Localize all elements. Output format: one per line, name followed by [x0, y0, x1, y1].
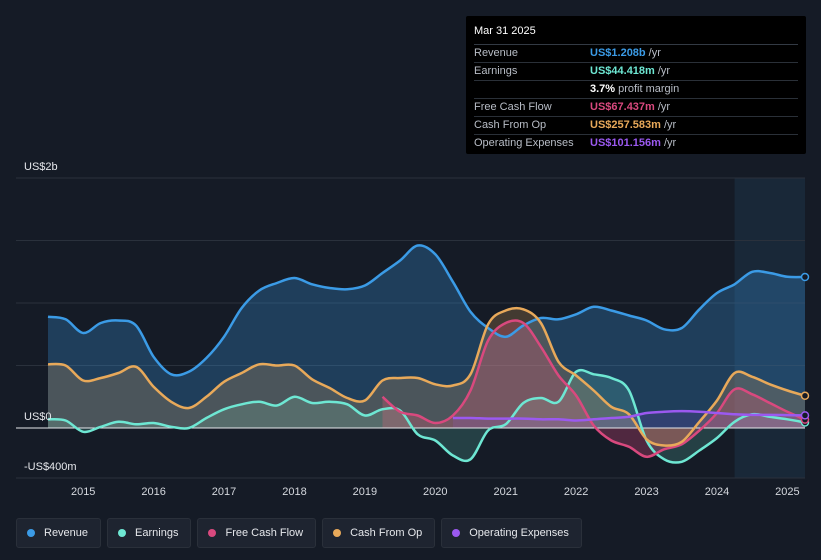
tooltip-row-unit: /yr	[657, 101, 671, 113]
x-tick-label: 2023	[634, 486, 658, 498]
legend-label: Free Cash Flow	[225, 527, 304, 539]
legend-label: Operating Expenses	[469, 527, 569, 539]
legend-dot-icon	[452, 529, 461, 537]
tooltip-row-value: US$257.583m	[590, 119, 661, 131]
marker-operating-expenses	[800, 411, 810, 420]
x-tick-label: 2020	[423, 486, 447, 498]
line-operating-expenses	[452, 409, 806, 422]
legend-dot-icon	[208, 529, 217, 537]
y-axis-label: US$2b	[24, 161, 58, 173]
tooltip-row: Free Cash Flow US$67.437m/yr	[474, 99, 798, 117]
tooltip-row: Earnings US$44.418m/yr	[474, 63, 798, 81]
series-end-markers	[800, 272, 810, 427]
area-revenue	[48, 245, 805, 428]
legend-item-operating-expenses[interactable]: Operating Expenses	[441, 518, 582, 548]
tooltip-panel: Mar 31 2025 Revenue US$1.208b/yr Earnings U…	[466, 16, 806, 154]
tooltip-row-label: Earnings	[474, 65, 518, 77]
x-tick-label: 2025	[775, 486, 799, 498]
tooltip-row-unit: /yr	[663, 137, 677, 149]
tooltip-date: Mar 31 2025	[474, 24, 798, 45]
series-areas	[48, 245, 805, 463]
tooltip-row-value: US$67.437m	[590, 101, 655, 113]
tooltip-row-label: Revenue	[474, 47, 519, 59]
y-axis-label: -US$400m	[24, 461, 77, 473]
tooltip-rows: Revenue US$1.208b/yr Earnings US$44.418m/yr…	[474, 45, 798, 152]
area-earnings	[48, 370, 805, 463]
tooltip-row-value: US$1.208b	[590, 47, 646, 59]
tooltip-row-unit: /yr	[648, 47, 661, 59]
tooltip-row-value: US$44.418m	[590, 65, 655, 77]
grid	[16, 177, 805, 479]
legend-dot-icon	[27, 529, 35, 537]
area-cash-from-op	[48, 308, 805, 446]
tooltip-row-unit: /yr	[657, 65, 671, 77]
tooltip-row: Revenue US$1.208b/yr	[474, 45, 798, 63]
tooltip-row: Operating Expenses US$101.156m/yr	[474, 135, 798, 152]
legend-dot-icon	[333, 529, 342, 537]
legend-item-revenue[interactable]: Revenue	[16, 518, 102, 548]
line-revenue	[47, 244, 806, 377]
area-operating-expenses	[452, 411, 805, 428]
y-axis-label: US$0	[24, 411, 52, 423]
tooltip-row-label	[474, 81, 590, 98]
x-tick-label: 2024	[705, 486, 729, 498]
legend-item-free-cash-flow[interactable]: Free Cash Flow	[197, 518, 317, 548]
x-tick-label: 2019	[353, 486, 377, 498]
tooltip-row-label: Free Cash Flow	[474, 101, 552, 113]
x-tick-label: 2016	[141, 486, 165, 498]
line-cash-from-op	[47, 306, 806, 447]
tooltip-row-unit: profit margin	[618, 83, 680, 95]
x-tick-label: 2017	[212, 486, 236, 498]
legend-label: Earnings	[135, 527, 179, 539]
series-lines	[47, 244, 806, 464]
tooltip-row: Cash From Op US$257.583m/yr	[474, 117, 798, 135]
tooltip-row-value: US$101.156m	[590, 137, 661, 149]
x-tick-label: 2022	[564, 486, 588, 498]
legend-label: Revenue	[44, 527, 89, 539]
legend: Revenue Earnings Free Cash Flow Cash From O…	[16, 518, 588, 548]
tooltip-row: 3.7% profit margin	[474, 81, 798, 99]
x-tick-label: 2021	[493, 486, 517, 498]
legend-item-earnings[interactable]: Earnings	[107, 518, 192, 548]
tooltip-row-label: Cash From Op	[474, 119, 547, 131]
marker-revenue	[800, 272, 810, 282]
area-free-cash-flow	[382, 320, 805, 457]
x-tick-label: 2018	[282, 486, 306, 498]
tooltip-row-unit: /yr	[663, 119, 677, 131]
x-tick-label: 2015	[71, 486, 95, 498]
line-free-cash-flow	[381, 319, 806, 459]
legend-dot-icon	[118, 529, 127, 537]
legend-item-cash-from-op[interactable]: Cash From Op	[322, 518, 436, 548]
tooltip-row-label: Operating Expenses	[474, 137, 574, 149]
marker-cash-from-op	[800, 391, 810, 400]
y-axis-labels: US$2b US$0 -US$400m	[24, 161, 77, 473]
legend-label: Cash From Op	[350, 527, 423, 539]
tooltip-row-value: 3.7%	[590, 83, 616, 95]
x-axis-labels: 2015 2016 2017 2018 2019 2020 2021 2022 2023 2024…	[71, 486, 800, 498]
line-earnings	[47, 368, 806, 464]
